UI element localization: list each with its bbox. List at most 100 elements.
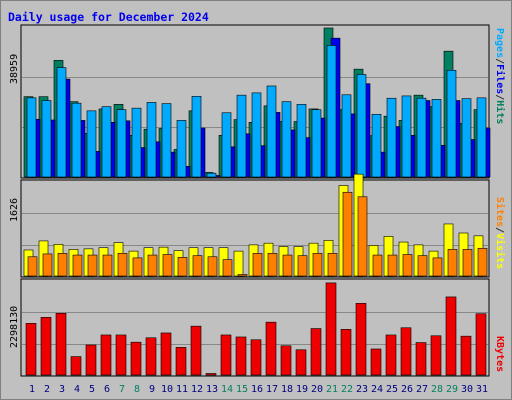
bar-sites-visits-sites-day-29 (447, 249, 458, 277)
bar-kbytes-kbytes-day-10 (160, 332, 172, 376)
bar-pages-files-hits-pages-day-12 (191, 96, 202, 178)
x-tick-label-day-22: 22 (341, 384, 353, 395)
bar-kbytes-kbytes-day-27 (415, 342, 427, 376)
bar-sites-visits-sites-day-15 (237, 274, 248, 277)
bar-kbytes-kbytes-day-15 (235, 336, 247, 376)
x-tick-label-day-10: 10 (161, 384, 173, 395)
x-tick-label-day-20: 20 (311, 384, 323, 395)
bar-pages-files-hits-pages-day-17 (266, 85, 277, 178)
bar-kbytes-kbytes-day-26 (400, 327, 412, 376)
bar-kbytes-kbytes-day-31 (475, 313, 487, 376)
x-tick-label-day-25: 25 (386, 384, 398, 395)
bar-pages-files-hits-pages-day-9 (146, 102, 157, 178)
bar-pages-files-hits-pages-day-10 (161, 103, 172, 178)
x-tick-label-day-29: 29 (446, 384, 458, 395)
bar-kbytes-kbytes-day-29 (445, 296, 457, 376)
x-tick-label-day-30: 30 (461, 384, 473, 395)
bar-pages-files-hits-pages-day-6 (101, 106, 112, 178)
x-tick-label-day-7: 7 (119, 384, 125, 395)
x-tick-label-day-17: 17 (266, 384, 278, 395)
bar-kbytes-kbytes-day-9 (145, 337, 157, 376)
x-tick-label-day-2: 2 (44, 384, 50, 395)
bar-pages-files-hits-pages-day-19 (296, 104, 307, 178)
x-tick-label-day-6: 6 (104, 384, 110, 395)
bar-kbytes-kbytes-day-12 (190, 325, 202, 376)
bar-sites-visits-visits-day-15 (233, 250, 244, 277)
bar-sites-visits-sites-day-1 (27, 256, 38, 277)
bar-sites-visits-sites-day-8 (132, 257, 143, 277)
bar-pages-files-hits-pages-day-14 (221, 112, 232, 178)
bar-pages-files-hits-pages-day-15 (236, 94, 247, 178)
x-tick-label-day-12: 12 (191, 384, 203, 395)
bar-kbytes-kbytes-day-11 (175, 347, 187, 376)
x-tick-label-day-24: 24 (371, 384, 383, 395)
bar-pages-files-hits-pages-day-13 (206, 172, 217, 178)
panel1-axis-label: Pages/Files/Hits (494, 28, 506, 124)
bar-sites-visits-sites-day-28 (432, 257, 443, 277)
bar-sites-visits-sites-day-3 (57, 253, 68, 277)
chart-title: Daily usage for December 2024 (8, 10, 209, 24)
bar-pages-files-hits-pages-day-23 (356, 74, 367, 178)
bar-pages-files-hits-pages-day-27 (416, 97, 427, 178)
bar-sites-visits-sites-day-31 (477, 247, 488, 277)
bar-pages-files-hits-pages-day-11 (176, 120, 187, 178)
bar-sites-visits-sites-day-18 (282, 254, 293, 277)
bar-sites-visits-sites-day-20 (312, 253, 323, 277)
bar-sites-visits-sites-day-11 (177, 257, 188, 277)
bar-pages-files-hits-pages-day-1 (26, 97, 37, 178)
x-tick-label-day-21: 21 (326, 384, 338, 395)
x-tick-label-day-28: 28 (431, 384, 443, 395)
x-tick-label-day-3: 3 (59, 384, 65, 395)
chart-bars (23, 27, 491, 376)
bar-kbytes-kbytes-day-8 (130, 341, 142, 376)
bar-kbytes-kbytes-day-5 (85, 344, 97, 376)
bar-sites-visits-sites-day-12 (192, 255, 203, 277)
bar-pages-files-hits-pages-day-3 (56, 67, 67, 178)
bar-sites-visits-sites-day-19 (297, 255, 308, 277)
bar-sites-visits-sites-day-4 (72, 254, 83, 277)
bar-sites-visits-sites-day-13 (207, 256, 218, 277)
bar-sites-visits-sites-day-10 (162, 254, 173, 277)
bar-kbytes-kbytes-day-13 (205, 373, 217, 376)
bar-kbytes-kbytes-day-21 (325, 282, 337, 376)
bar-kbytes-kbytes-day-2 (40, 317, 52, 376)
x-tick-label-day-13: 13 (206, 384, 218, 395)
x-tick-label-day-9: 9 (149, 384, 155, 395)
bar-sites-visits-sites-day-26 (402, 254, 413, 277)
bar-pages-files-hits-pages-day-18 (281, 101, 292, 178)
bar-pages-files-hits-pages-day-30 (461, 98, 472, 178)
bar-sites-visits-sites-day-30 (462, 249, 473, 277)
bar-kbytes-kbytes-day-3 (55, 313, 67, 376)
bar-sites-visits-sites-day-7 (117, 253, 128, 277)
bar-pages-files-hits-pages-day-25 (386, 97, 397, 178)
x-tick-label-day-8: 8 (134, 384, 140, 395)
x-tick-label-day-4: 4 (74, 384, 80, 395)
panel2-ymax-label: 1626 (9, 198, 20, 222)
bar-kbytes-kbytes-day-1 (25, 323, 37, 376)
bar-pages-files-hits-pages-day-21 (326, 45, 337, 178)
bar-pages-files-hits-pages-day-24 (371, 113, 382, 178)
x-tick-label-day-14: 14 (221, 384, 233, 395)
bar-pages-files-hits-pages-day-22 (341, 94, 352, 178)
bar-kbytes-kbytes-day-22 (340, 329, 352, 376)
bar-pages-files-hits-pages-day-20 (311, 109, 322, 178)
x-tick-label-day-31: 31 (476, 384, 488, 395)
bar-pages-files-hits-pages-day-28 (431, 99, 442, 178)
bar-pages-files-hits-pages-day-29 (446, 69, 457, 178)
bar-pages-files-hits-pages-day-7 (116, 109, 127, 178)
bar-pages-files-hits-pages-day-4 (71, 102, 82, 178)
bar-kbytes-kbytes-day-30 (460, 335, 472, 376)
bar-sites-visits-sites-day-27 (417, 255, 428, 277)
bar-kbytes-kbytes-day-24 (370, 348, 382, 376)
panel1-ymax-label: 38959 (9, 54, 20, 84)
bar-sites-visits-sites-day-2 (42, 253, 53, 277)
panel3-axis-label: KBytes (494, 336, 505, 372)
bar-sites-visits-sites-day-17 (267, 253, 278, 277)
bar-kbytes-kbytes-day-20 (310, 328, 322, 376)
bar-sites-visits-sites-day-9 (147, 254, 158, 277)
panel2-axis-label: Sites/Visits (494, 197, 506, 269)
bar-kbytes-kbytes-day-19 (295, 349, 307, 376)
bar-sites-visits-sites-day-25 (387, 254, 398, 277)
x-tick-label-day-19: 19 (296, 384, 308, 395)
